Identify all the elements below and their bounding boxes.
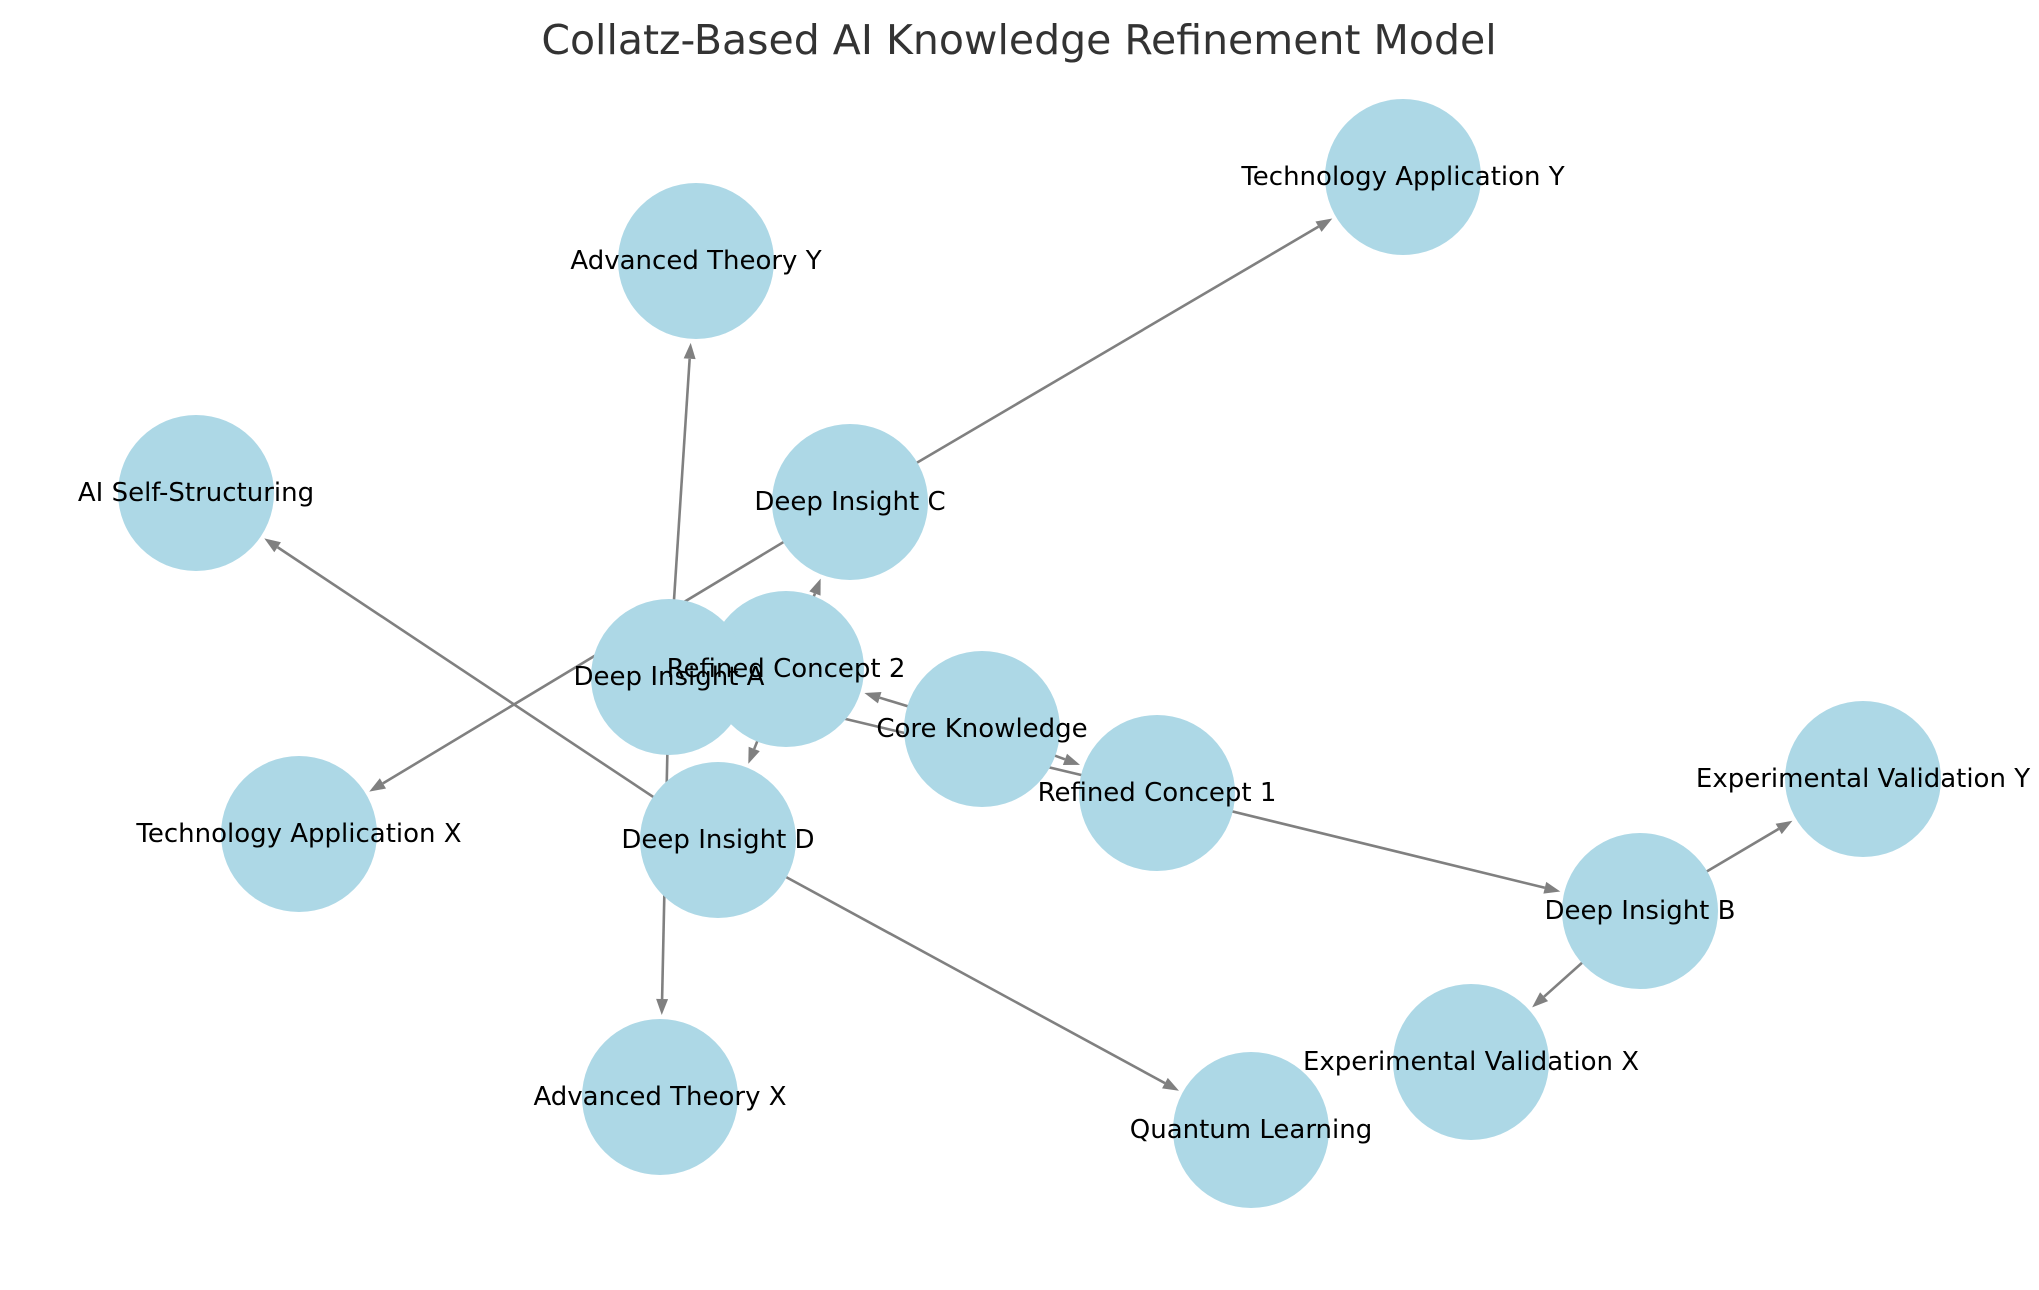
node-label-deep-insight-a: Deep Insight A <box>574 662 765 692</box>
node-experimental-validation-x <box>1393 984 1549 1140</box>
edge-arrowhead <box>369 778 387 792</box>
diagram-title: Collatz-Based AI Knowledge Refinement Mo… <box>541 16 1496 64</box>
node-advanced-theory-y <box>618 183 774 339</box>
node-deep-insight-b <box>1562 833 1718 989</box>
edge-line <box>849 225 1320 504</box>
edge-deep-insight-d-to-quantum-learning <box>717 838 1179 1091</box>
node-technology-application-x <box>221 756 377 912</box>
edge-arrowhead <box>1543 881 1561 894</box>
node-label-technology-application-x: Technology Application X <box>135 819 461 849</box>
node-technology-application-y <box>1325 99 1481 255</box>
edge-arrowhead <box>1532 992 1549 1008</box>
edges-layer <box>264 218 1793 1091</box>
node-label-refined-concept-2: Refined Concept 2 <box>667 654 906 684</box>
node-advanced-theory-x <box>582 1019 738 1175</box>
node-label-deep-insight-d: Deep Insight D <box>621 825 814 855</box>
node-deep-insight-c <box>772 424 928 580</box>
node-core-knowledge <box>904 651 1060 807</box>
node-deep-insight-a <box>591 599 747 755</box>
labels-layer: Core Knowledge Refined Concept 1 Refined C… <box>78 162 2030 1145</box>
node-refined-concept-2 <box>708 591 864 747</box>
node-refined-concept-1 <box>1079 715 1235 871</box>
node-experimental-validation-y <box>1785 701 1941 857</box>
nodes-layer <box>118 99 1941 1208</box>
edge-line <box>717 838 1166 1085</box>
node-quantum-learning <box>1173 1052 1329 1208</box>
edge-arrowhead <box>1162 1077 1179 1091</box>
node-label-refined-concept-1: Refined Concept 1 <box>1038 778 1277 808</box>
edge-deep-insight-c-to-technology-application-y <box>849 218 1333 504</box>
node-label-advanced-theory-y: Advanced Theory Y <box>570 246 821 276</box>
node-label-deep-insight-b: Deep Insight B <box>1545 896 1736 926</box>
edge-arrowhead <box>748 746 760 764</box>
node-label-advanced-theory-x: Advanced Theory X <box>533 1082 786 1112</box>
node-ai-self-structuring <box>118 415 274 571</box>
node-label-technology-application-y: Technology Application Y <box>1240 162 1564 192</box>
node-label-quantum-learning: Quantum Learning <box>1130 1115 1373 1145</box>
edge-arrowhead <box>1062 753 1080 765</box>
edge-arrowhead <box>683 342 696 360</box>
node-label-ai-self-structuring: AI Self-Structuring <box>78 478 314 508</box>
edge-arrowhead <box>1315 218 1333 232</box>
node-label-deep-insight-c: Deep Insight C <box>754 487 945 517</box>
node-deep-insight-d <box>640 762 796 918</box>
node-label-experimental-validation-y: Experimental Validation Y <box>1696 764 2030 794</box>
node-label-core-knowledge: Core Knowledge <box>876 714 1087 744</box>
edge-arrowhead <box>264 538 281 553</box>
edge-arrowhead <box>809 578 821 596</box>
edge-line <box>276 546 719 842</box>
edge-arrowhead <box>864 691 882 704</box>
node-label-experimental-validation-x: Experimental Validation X <box>1303 1047 1639 1077</box>
edge-arrowhead <box>656 998 669 1016</box>
edge-deep-insight-d-to-ai-self-structuring <box>264 538 719 842</box>
edge-arrowhead <box>1775 820 1793 835</box>
